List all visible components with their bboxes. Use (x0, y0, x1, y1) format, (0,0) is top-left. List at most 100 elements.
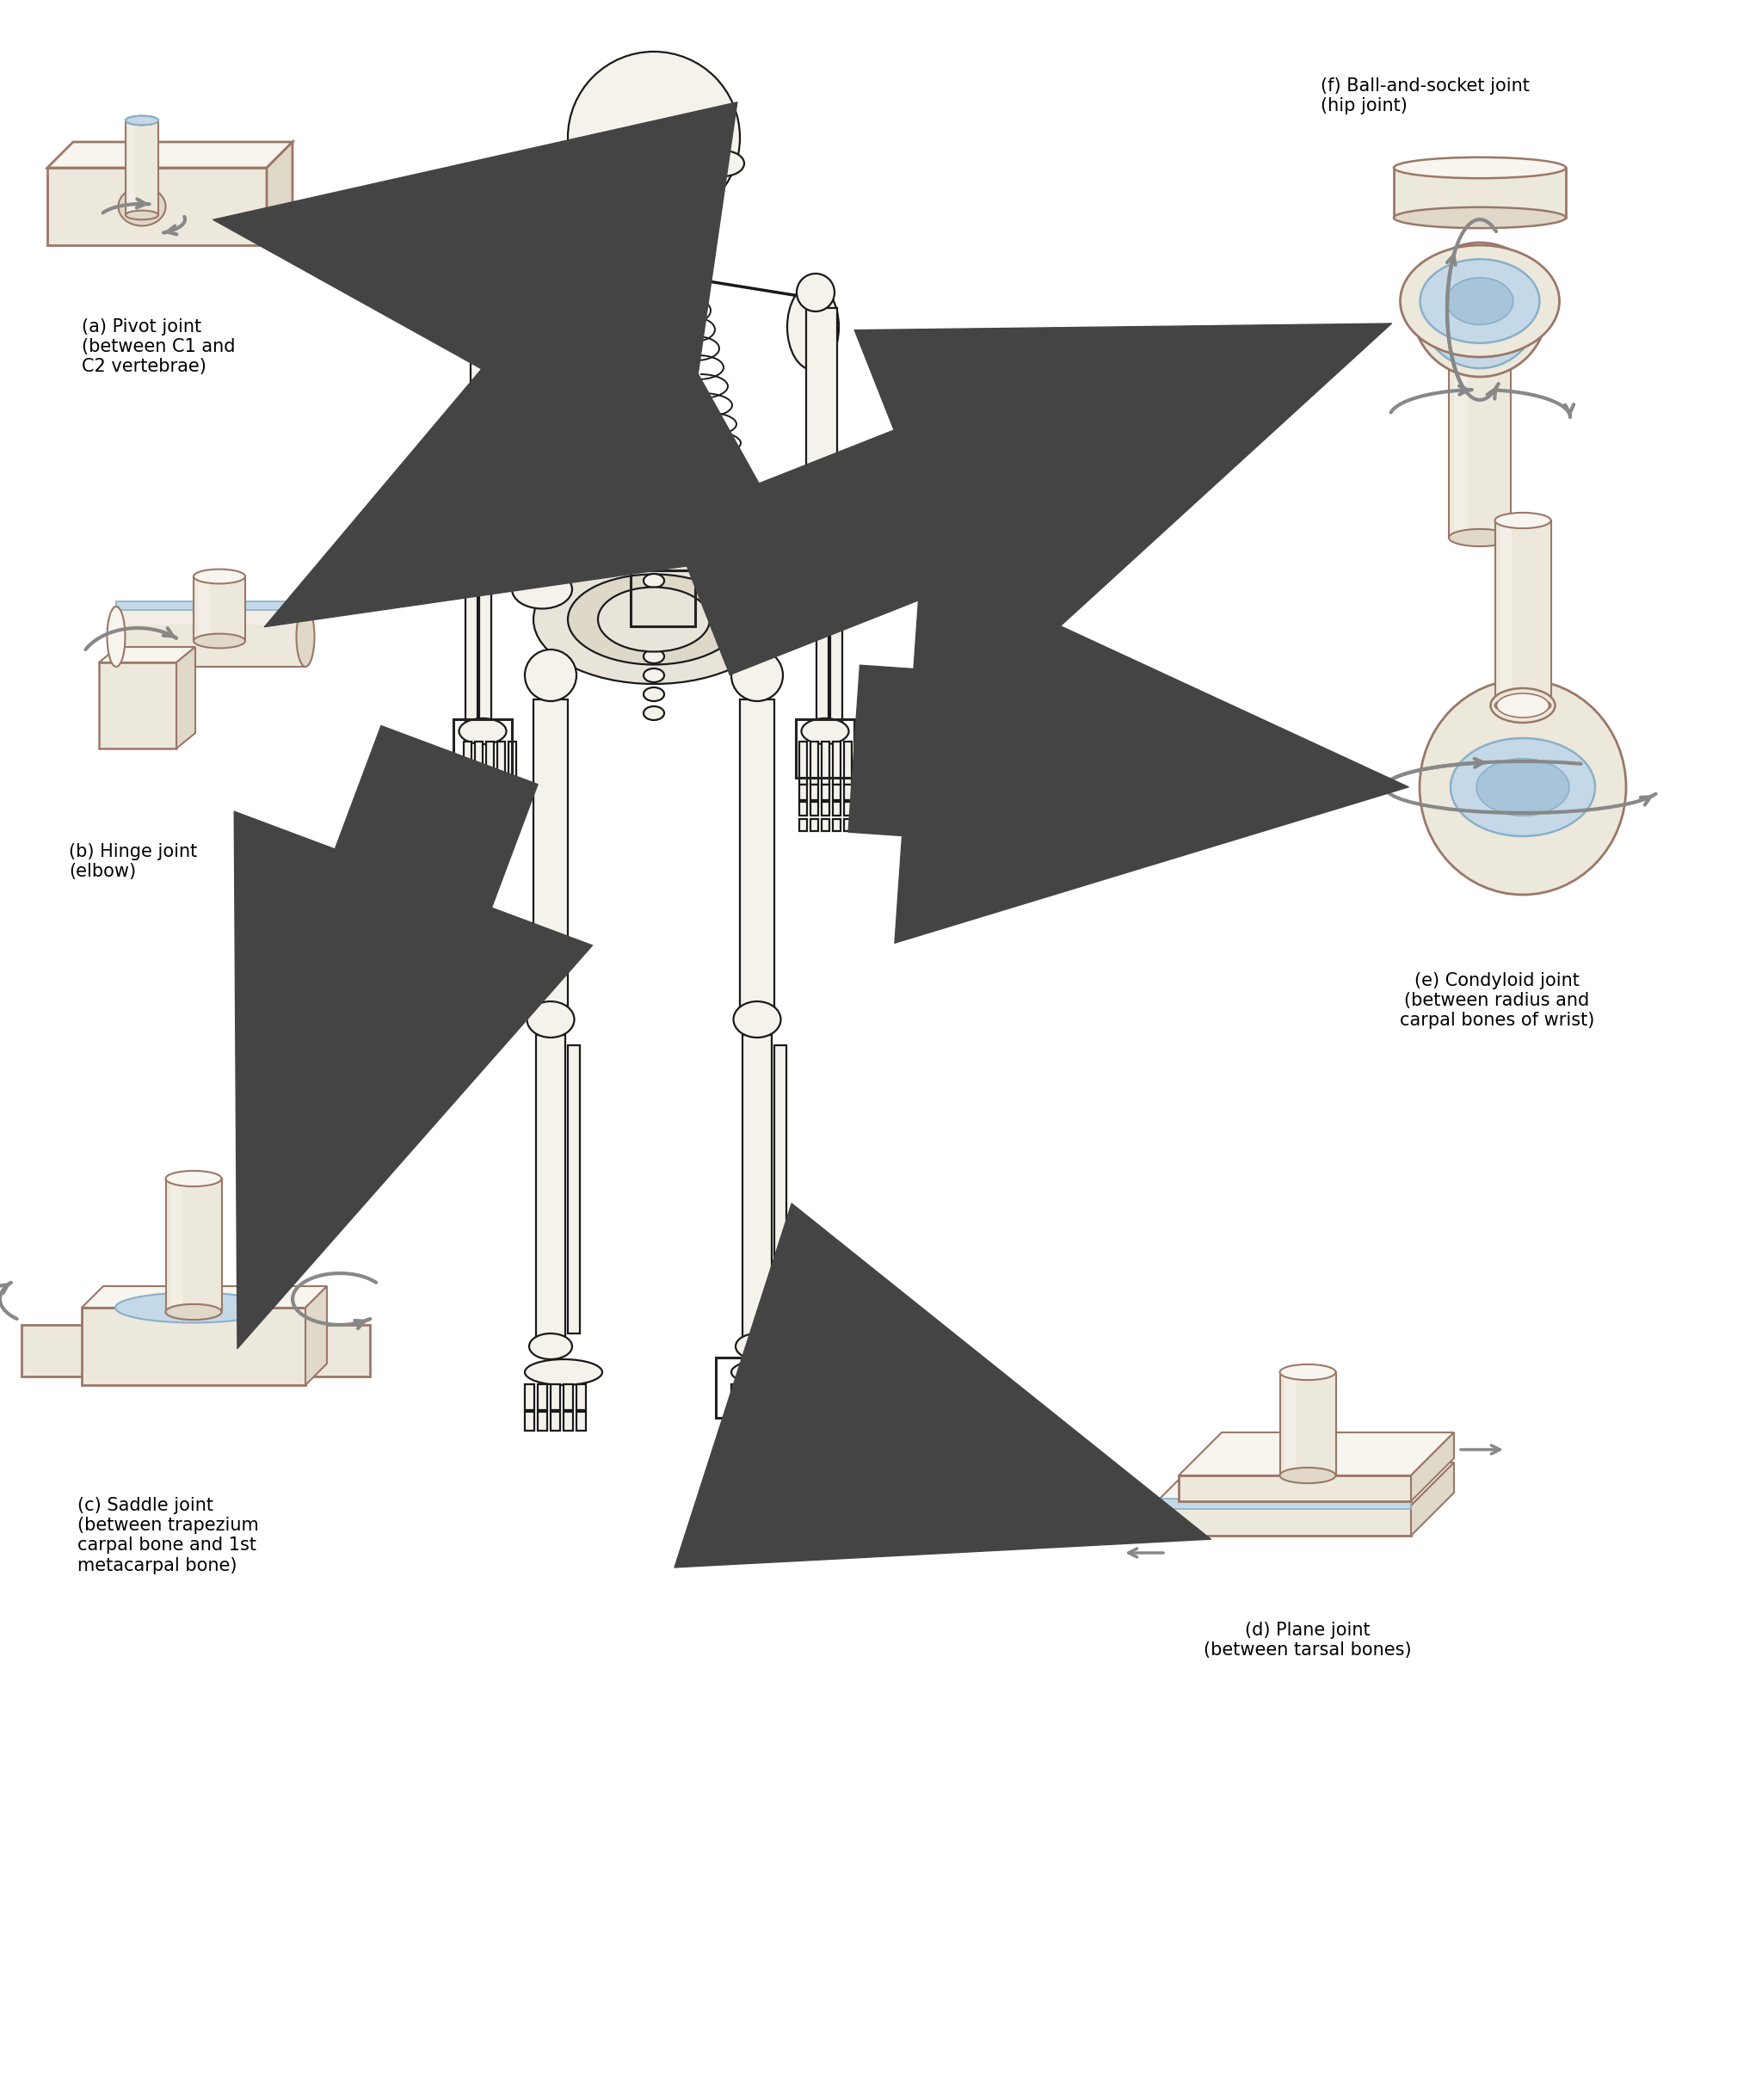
Bar (497, 785, 506, 800)
Bar (567, 1046, 580, 1333)
Ellipse shape (643, 517, 664, 531)
Bar (740, 699, 774, 1018)
Ellipse shape (458, 718, 506, 743)
Text: (c) Saddle joint
(between trapezium
carpal bone and 1st
metacarpal bone): (c) Saddle joint (between trapezium carp… (78, 1497, 259, 1575)
Ellipse shape (1477, 758, 1570, 815)
Bar (536, 1035, 566, 1344)
Bar (479, 536, 492, 724)
Bar (537, 1384, 548, 1409)
Polygon shape (99, 647, 196, 661)
Circle shape (796, 273, 835, 311)
Bar (744, 1411, 754, 1430)
Bar (99, 661, 176, 748)
Bar (470, 309, 502, 514)
Ellipse shape (643, 687, 664, 701)
Bar (774, 1046, 786, 1333)
Bar (456, 496, 516, 546)
Bar (811, 741, 818, 785)
Ellipse shape (643, 384, 664, 399)
Bar (453, 718, 513, 777)
Ellipse shape (1394, 208, 1566, 229)
Bar (821, 785, 830, 800)
Circle shape (474, 273, 511, 311)
Ellipse shape (166, 1304, 222, 1319)
Ellipse shape (567, 573, 740, 664)
Bar (116, 607, 305, 666)
Bar (833, 802, 840, 815)
Bar (830, 536, 842, 737)
Ellipse shape (643, 668, 664, 682)
Ellipse shape (1448, 529, 1510, 546)
Bar (1279, 1371, 1336, 1476)
Circle shape (802, 496, 842, 538)
Ellipse shape (166, 1172, 222, 1186)
Circle shape (465, 496, 507, 538)
Ellipse shape (1494, 512, 1551, 529)
Bar (811, 802, 818, 815)
Ellipse shape (733, 1002, 781, 1037)
Ellipse shape (166, 1304, 222, 1319)
Ellipse shape (1420, 258, 1540, 342)
Ellipse shape (643, 422, 664, 437)
Bar (486, 785, 493, 800)
Bar (636, 214, 671, 271)
Bar (1152, 1499, 1411, 1510)
Bar (833, 785, 840, 800)
Ellipse shape (125, 193, 159, 218)
Bar (194, 575, 245, 640)
Bar (731, 1411, 740, 1430)
Bar (509, 819, 516, 832)
Bar (463, 741, 472, 785)
Polygon shape (48, 143, 292, 168)
Bar (550, 1384, 560, 1409)
Ellipse shape (641, 349, 666, 367)
Ellipse shape (643, 630, 664, 645)
Ellipse shape (643, 706, 664, 720)
Text: (f) Ball-and-socket joint
(hip joint): (f) Ball-and-socket joint (hip joint) (1322, 78, 1529, 115)
Bar (21, 1325, 86, 1376)
Ellipse shape (1494, 697, 1551, 714)
Ellipse shape (643, 403, 664, 418)
Bar (796, 718, 855, 777)
Bar (576, 1411, 587, 1430)
Bar (844, 785, 851, 800)
Ellipse shape (107, 607, 125, 666)
Ellipse shape (643, 460, 664, 475)
Bar (807, 309, 837, 514)
Ellipse shape (1496, 693, 1549, 718)
Ellipse shape (643, 479, 664, 493)
Ellipse shape (597, 588, 710, 651)
Text: (a) Pivot joint
(between C1 and
C2 vertebrae): (a) Pivot joint (between C1 and C2 verte… (81, 319, 236, 376)
Circle shape (1422, 252, 1538, 368)
Bar (116, 601, 305, 609)
Polygon shape (305, 1285, 328, 1386)
Bar (525, 1411, 534, 1430)
Bar (129, 120, 136, 214)
Ellipse shape (115, 1294, 271, 1323)
Bar (742, 1035, 772, 1344)
Bar (476, 741, 483, 785)
Bar (821, 819, 830, 832)
Bar (463, 785, 472, 800)
Ellipse shape (1447, 277, 1514, 325)
Bar (782, 1411, 793, 1430)
Text: (e) Condyloid joint
(between radius and
carpal bones of wrist): (e) Condyloid joint (between radius and … (1399, 972, 1595, 1029)
Polygon shape (1152, 1462, 1454, 1506)
Bar (811, 819, 818, 832)
Bar (1394, 168, 1566, 218)
Bar (476, 819, 483, 832)
Bar (125, 120, 159, 214)
Ellipse shape (643, 365, 664, 380)
Ellipse shape (645, 157, 663, 178)
Polygon shape (1411, 1432, 1454, 1502)
Bar (715, 1357, 784, 1417)
Bar (305, 1325, 370, 1376)
Ellipse shape (643, 441, 664, 456)
Ellipse shape (643, 290, 664, 304)
Ellipse shape (731, 1359, 809, 1386)
Bar (770, 1384, 779, 1409)
Bar (1448, 315, 1510, 538)
Bar (486, 741, 493, 785)
Bar (537, 1411, 548, 1430)
Circle shape (525, 649, 576, 701)
